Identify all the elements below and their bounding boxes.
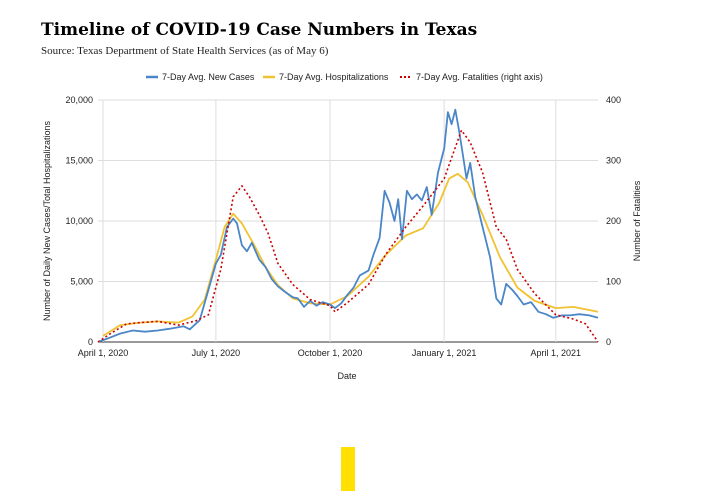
legend-label-hospitalizations: 7-Day Avg. Hospitalizations [279,72,389,82]
series-line-new-cases [97,108,599,343]
legend-item-hospitalizations[interactable]: 7-Day Avg. Hospitalizations [263,72,389,82]
y2-tick-label: 300 [606,156,621,166]
x-tick-label: April 1, 2021 [531,348,582,358]
y-tick-label: 20,000 [65,95,93,105]
chart-title: Timeline of COVID-19 Case Numbers in Tex… [41,20,478,40]
x-axis-ticks: April 1, 2020 July 1, 2020 October 1, 2020… [78,348,581,358]
y-tick-label: 5,000 [70,277,93,287]
y-axis-title: Number of Daily New Cases/Total Hospital… [42,120,52,321]
x-tick-label: October 1, 2020 [298,348,363,358]
series-line-hospitalizations [102,172,599,337]
legend-item-new-cases[interactable]: 7-Day Avg. New Cases [146,72,255,82]
legend-label-fatalities: 7-Day Avg. Fatalities (right axis) [416,72,543,82]
y-tick-label: 10,000 [65,216,93,226]
y-tick-label: 15,000 [65,156,93,166]
y2-tick-label: 0 [606,337,611,347]
y2-tick-label: 400 [606,95,621,105]
y2-axis-ticks: 0 100 200 300 400 [606,95,621,347]
y-tick-label: 0 [88,337,93,347]
y2-tick-label: 200 [606,216,621,226]
y2-axis-title: Number of Fatalities [632,180,642,261]
y-axis-ticks: 0 5,000 10,000 15,000 20,000 [65,95,93,347]
legend: 7-Day Avg. New Cases 7-Day Avg. Hospital… [146,72,543,82]
legend-item-fatalities[interactable]: 7-Day Avg. Fatalities (right axis) [400,72,543,82]
chart-source: Source: Texas Department of State Health… [41,45,329,57]
plot-lines [97,108,599,343]
gridlines [98,99,598,343]
x-tick-label: April 1, 2020 [78,348,129,358]
y2-tick-label: 100 [606,277,621,287]
legend-label-new-cases: 7-Day Avg. New Cases [162,72,255,82]
x-axis-title: Date [337,371,356,381]
x-tick-label: January 1, 2021 [412,348,477,358]
x-tick-label: July 1, 2020 [192,348,241,358]
yellow-marker-block [341,447,355,491]
series-line-fatalities [97,129,599,343]
